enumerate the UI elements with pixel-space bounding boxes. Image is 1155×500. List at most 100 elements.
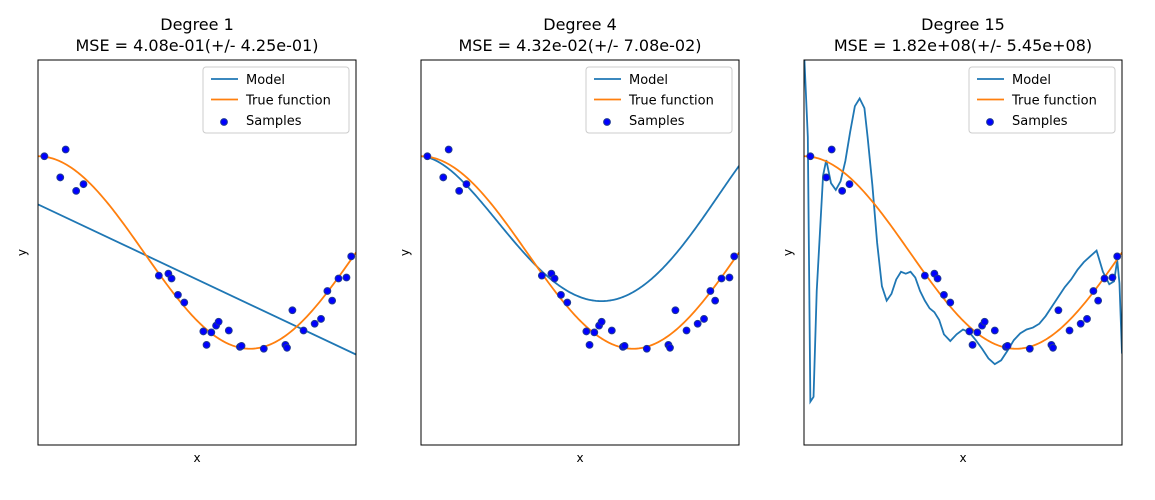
sample-point — [706, 287, 715, 295]
sample-point — [717, 274, 726, 283]
axes-frame — [803, 59, 1123, 446]
sample-point — [806, 152, 815, 161]
true-function-line — [804, 155, 1122, 350]
sample-point — [1003, 341, 1012, 350]
sample-point — [180, 298, 189, 307]
sample-point — [973, 328, 982, 337]
legend-label: True function — [245, 94, 331, 109]
sample-point — [590, 328, 599, 337]
sample-point — [439, 173, 448, 182]
sample-point — [323, 287, 332, 295]
legend: Model True function Samples — [968, 66, 1116, 134]
sample-point — [827, 145, 836, 154]
y-axis-label: y — [15, 249, 29, 256]
sample-point — [174, 290, 182, 299]
sample-point — [423, 152, 432, 161]
sample-point — [1113, 252, 1122, 261]
sample-point — [666, 343, 674, 352]
x-axis-label: x — [576, 451, 583, 465]
sample-point — [940, 290, 948, 299]
sample-point — [1049, 343, 1057, 352]
sample-point — [1054, 306, 1063, 315]
sample-point — [730, 252, 739, 261]
sample-point — [237, 341, 246, 350]
sample-point — [310, 319, 319, 328]
sample-point — [214, 317, 223, 326]
chart-subtitle: MSE = 4.08e-01(+/- 4.25e-01) — [76, 36, 319, 55]
sample-point — [946, 298, 955, 307]
sample-point — [288, 306, 297, 315]
sample-point — [1076, 319, 1085, 328]
sample-point — [462, 180, 471, 189]
chart-title: Degree 1 — [160, 15, 234, 34]
sample-point — [444, 145, 453, 154]
x-axis-label: x — [193, 451, 200, 465]
model-line — [38, 203, 356, 356]
sample-point — [79, 180, 88, 189]
chart-subtitle: MSE = 1.82e+08(+/- 5.45e+08) — [834, 36, 1092, 55]
sample-point — [317, 315, 325, 323]
sample-point — [259, 344, 268, 353]
legend: Model True function Samples — [202, 66, 350, 134]
legend-label: Model — [1012, 73, 1051, 88]
sample-point — [845, 180, 854, 189]
sample-point — [1100, 274, 1109, 283]
legend-marker-handle — [986, 118, 994, 126]
legend-label: Samples — [629, 114, 685, 129]
sample-point — [671, 306, 680, 315]
sample-point — [342, 273, 351, 282]
sample-point — [1094, 296, 1103, 305]
legend-label: Samples — [246, 114, 302, 129]
sample-point — [597, 317, 606, 326]
sample-point — [72, 187, 81, 195]
sample-point — [725, 273, 734, 282]
sample-point — [968, 341, 977, 349]
sample-point — [980, 317, 989, 326]
chart-panel-1: Degree 1 MSE = 4.08e-01(+/- 4.25e-01) x y Mo… — [15, 15, 357, 465]
x-axis-label: x — [959, 451, 966, 465]
sample-point — [585, 341, 594, 349]
legend-marker-handle — [603, 118, 611, 126]
sample-point — [455, 187, 464, 195]
chart-title: Degree 4 — [543, 15, 617, 34]
sample-point — [537, 271, 546, 280]
legend-box — [968, 66, 1116, 134]
sample-point — [965, 327, 974, 336]
legend-label: Model — [629, 73, 668, 88]
sample-point — [299, 326, 308, 335]
sample-point — [328, 296, 337, 305]
chart-title: Degree 15 — [921, 15, 1005, 34]
legend-label: True function — [628, 94, 714, 109]
sample-point — [347, 252, 356, 261]
sample-point — [582, 327, 591, 336]
axes-frame — [37, 59, 357, 446]
sample-point — [620, 341, 629, 350]
sample-point — [1065, 326, 1074, 335]
true-function-line — [38, 155, 356, 350]
plot-area — [804, 60, 1122, 405]
sample-point — [557, 290, 565, 299]
sample-point — [682, 326, 691, 335]
sample-point — [61, 145, 70, 154]
chart-subtitle: MSE = 4.32e-02(+/- 7.08e-02) — [459, 36, 702, 55]
sample-point — [1025, 344, 1034, 353]
sample-point — [700, 315, 708, 323]
model-line — [421, 155, 739, 303]
plot-area — [38, 145, 356, 356]
sample-point — [154, 271, 163, 280]
sample-point — [933, 274, 942, 283]
sample-point — [207, 328, 216, 337]
sample-point — [693, 319, 702, 328]
sample-point — [550, 274, 559, 283]
legend-box — [585, 66, 733, 134]
sample-point — [202, 341, 211, 349]
sample-point — [334, 274, 343, 283]
sample-point — [711, 296, 720, 305]
sample-point — [199, 327, 208, 336]
sample-point — [822, 173, 831, 182]
sample-point — [563, 298, 572, 307]
axes-frame — [420, 59, 740, 446]
sample-point — [56, 173, 65, 182]
sample-point — [167, 274, 176, 283]
